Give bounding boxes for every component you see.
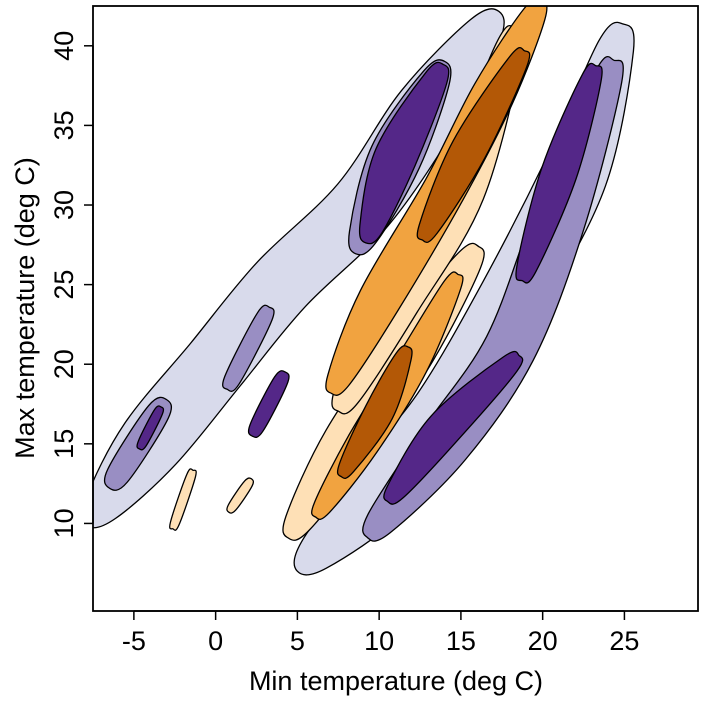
x-tick-label: 20 — [528, 626, 558, 656]
x-axis: -5 0 5 10 15 20 25 — [122, 610, 639, 656]
contour-band-purple-dark-3 — [358, 61, 450, 245]
contour-band-orange-light-2 — [226, 477, 255, 514]
x-tick-label: 15 — [446, 626, 476, 656]
contour-bands — [93, 6, 635, 576]
contour-band-purple-dark-1 — [136, 405, 165, 451]
x-tick-label: 5 — [290, 626, 305, 656]
contour-band-purple-dark-4 — [383, 350, 524, 505]
x-axis-label: Min temperature (deg C) — [249, 666, 543, 696]
y-tick-label: 30 — [49, 190, 79, 220]
x-tick-label: 10 — [364, 626, 394, 656]
x-tick-label: -5 — [122, 626, 146, 656]
y-tick-label: 40 — [49, 31, 79, 61]
contour-band-orange-dark-2 — [416, 46, 531, 244]
x-tick-label: 0 — [208, 626, 223, 656]
contour-band-purple-dark-5 — [515, 62, 603, 284]
y-tick-label: 20 — [49, 349, 79, 379]
y-tick-label: 10 — [49, 508, 79, 538]
y-axis: 10 15 20 25 30 35 40 — [49, 31, 94, 538]
x-tick-label: 25 — [609, 626, 639, 656]
contour-band-purple-mid-2 — [222, 304, 275, 392]
y-axis-label: Max temperature (deg C) — [10, 157, 40, 459]
y-tick-label: 15 — [49, 429, 79, 459]
contour-band-orange-light-1 — [169, 468, 197, 531]
y-tick-label: 25 — [49, 270, 79, 300]
y-tick-label: 35 — [49, 110, 79, 140]
contour-band-purple-dark-2 — [247, 370, 290, 438]
contour-band-orange-dark-1 — [336, 345, 413, 480]
